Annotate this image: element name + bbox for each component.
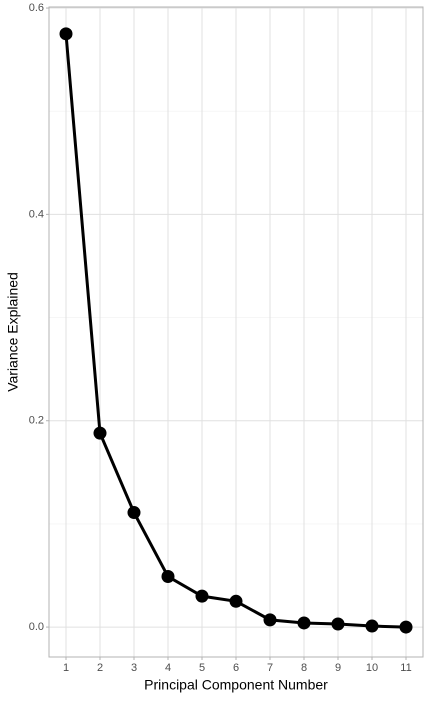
x-axis-title: Principal Component Number — [144, 677, 328, 693]
x-tick-label: 5 — [199, 662, 205, 674]
y-tick-label: 0.6 — [29, 2, 44, 14]
x-tick-label: 7 — [267, 662, 273, 674]
y-tick-label: 0.0 — [29, 621, 44, 633]
point — [59, 27, 73, 41]
y-tick-label: 0.2 — [29, 415, 44, 427]
point — [297, 616, 311, 630]
x-tick-label: 2 — [97, 662, 103, 674]
point — [331, 617, 345, 631]
point — [127, 506, 141, 520]
x-tick-label: 8 — [301, 662, 307, 674]
point — [399, 620, 413, 634]
point — [195, 589, 209, 603]
x-tick-label: 6 — [233, 662, 239, 674]
y-tick-label: 0.4 — [29, 208, 44, 220]
x-tick-label: 10 — [366, 662, 378, 674]
x-tick-label: 1 — [63, 662, 69, 674]
x-tick-label: 3 — [131, 662, 137, 674]
x-tick-label: 4 — [165, 662, 171, 674]
point — [229, 594, 243, 608]
point — [161, 570, 175, 584]
point — [263, 613, 277, 627]
x-tick-label: 9 — [335, 662, 341, 674]
panel-border — [48, 6, 424, 658]
point — [93, 426, 107, 440]
point — [365, 619, 379, 633]
y-axis-title: Variance Explained — [5, 272, 21, 392]
x-tick-label: 11 — [400, 662, 411, 674]
